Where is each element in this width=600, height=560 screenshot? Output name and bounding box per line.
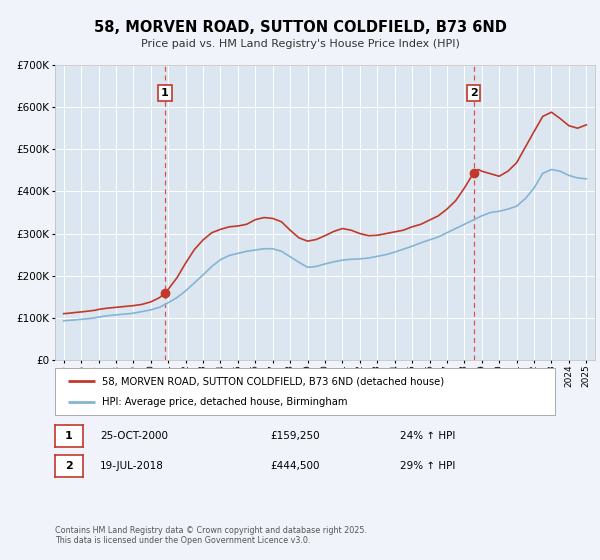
Text: Price paid vs. HM Land Registry's House Price Index (HPI): Price paid vs. HM Land Registry's House …: [140, 39, 460, 49]
Text: 25-OCT-2000: 25-OCT-2000: [100, 431, 168, 441]
Text: Contains HM Land Registry data © Crown copyright and database right 2025.
This d: Contains HM Land Registry data © Crown c…: [55, 526, 367, 545]
Text: 29% ↑ HPI: 29% ↑ HPI: [400, 461, 455, 471]
Text: £159,250: £159,250: [270, 431, 320, 441]
Text: 58, MORVEN ROAD, SUTTON COLDFIELD, B73 6ND: 58, MORVEN ROAD, SUTTON COLDFIELD, B73 6…: [94, 20, 506, 35]
Text: 1: 1: [161, 88, 169, 98]
Text: £444,500: £444,500: [270, 461, 320, 471]
Text: 24% ↑ HPI: 24% ↑ HPI: [400, 431, 455, 441]
Text: HPI: Average price, detached house, Birmingham: HPI: Average price, detached house, Birm…: [103, 397, 348, 407]
Text: 1: 1: [65, 431, 73, 441]
Text: 2: 2: [470, 88, 478, 98]
Text: 58, MORVEN ROAD, SUTTON COLDFIELD, B73 6ND (detached house): 58, MORVEN ROAD, SUTTON COLDFIELD, B73 6…: [103, 376, 445, 386]
Text: 19-JUL-2018: 19-JUL-2018: [100, 461, 164, 471]
Text: 2: 2: [65, 461, 73, 471]
